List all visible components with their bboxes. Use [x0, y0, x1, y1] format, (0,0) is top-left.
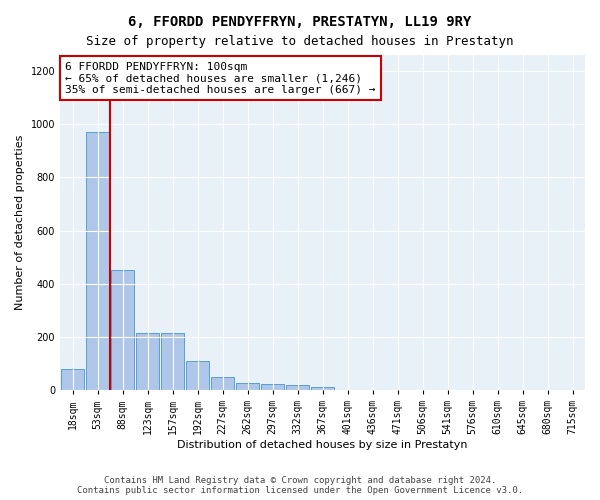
Bar: [236, 382, 259, 390]
Bar: [211, 378, 234, 390]
Text: 6 FFORDD PENDYFFRYN: 100sqm
← 65% of detached houses are smaller (1,246)
35% of : 6 FFORDD PENDYFFRYN: 100sqm ← 65% of det…: [65, 62, 376, 95]
Bar: [311, 387, 334, 390]
Bar: [186, 361, 209, 390]
Text: Size of property relative to detached houses in Prestatyn: Size of property relative to detached ho…: [86, 35, 514, 48]
Text: 6, FFORDD PENDYFFRYN, PRESTATYN, LL19 9RY: 6, FFORDD PENDYFFRYN, PRESTATYN, LL19 9R…: [128, 15, 472, 29]
Y-axis label: Number of detached properties: Number of detached properties: [15, 135, 25, 310]
Bar: [86, 132, 109, 390]
Bar: [261, 384, 284, 390]
Text: Contains HM Land Registry data © Crown copyright and database right 2024.
Contai: Contains HM Land Registry data © Crown c…: [77, 476, 523, 495]
X-axis label: Distribution of detached houses by size in Prestatyn: Distribution of detached houses by size …: [177, 440, 468, 450]
Bar: [136, 333, 159, 390]
Bar: [161, 333, 184, 390]
Bar: [111, 270, 134, 390]
Bar: [286, 386, 309, 390]
Bar: [61, 369, 84, 390]
